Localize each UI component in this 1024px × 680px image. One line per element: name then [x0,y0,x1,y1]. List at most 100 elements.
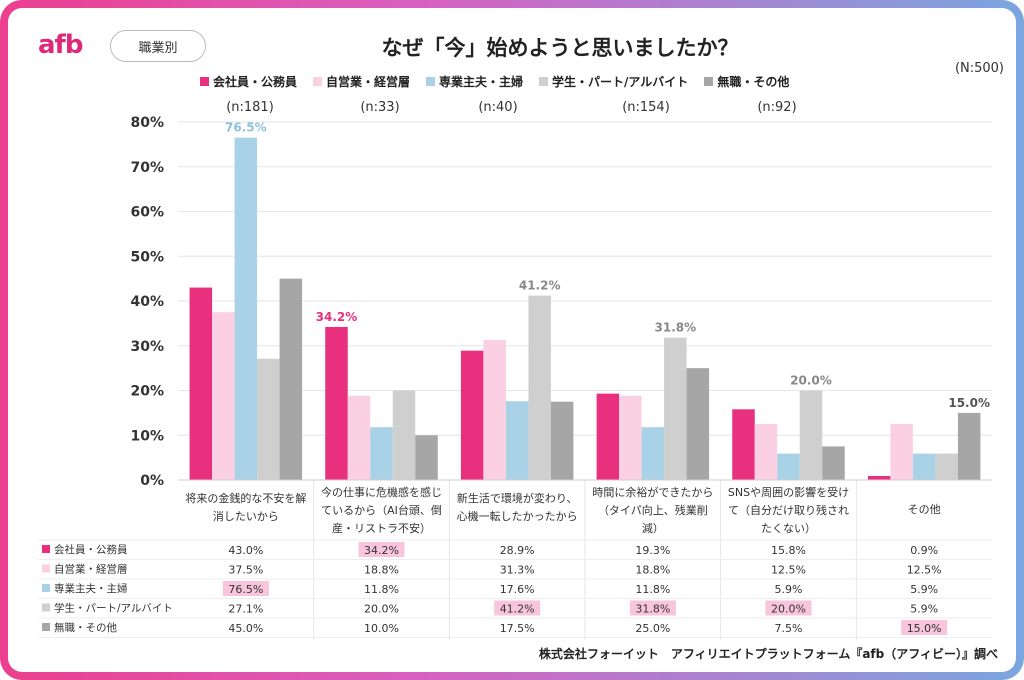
bar [890,424,913,480]
y-tick-label: 10% [130,428,164,444]
table-cell: 45.0% [228,622,263,635]
bar [619,395,642,480]
table-cell: 5.9% [910,583,938,596]
chart-title: なぜ「今」始めようと思いましたか？ [381,36,739,60]
category-tag: 職業別 [110,30,206,62]
table-cell: 5.9% [775,583,803,596]
category-label: 減） [642,521,664,535]
bar [822,446,845,480]
legend-swatch [539,77,549,86]
table-row-label: 無職・その他 [54,621,117,634]
table-cell: 18.8% [364,564,399,577]
category-label: たくない） [761,522,816,535]
category-label: 新生活で環境が変わり、 [457,491,578,505]
table-cell: 31.8% [635,603,670,616]
legend-label: 学生・パート/アルバイト [552,75,689,89]
category-label: 消したいから [213,509,279,523]
table-row-swatch [42,603,50,612]
table-cell-highlight [629,600,676,616]
bar [957,412,981,480]
y-tick-label: 40% [130,294,164,310]
category-label: SNSや周囲の影響を受け [728,485,849,499]
y-tick-label: 60% [130,205,164,221]
bar [483,339,506,480]
legend-swatch [426,77,436,86]
bar [279,278,303,480]
bar [935,453,958,480]
afb-logo: afb [38,30,83,60]
total-sample-size: (N:500) [954,61,1004,76]
table-cell-highlight [765,600,812,616]
sample-size-label: (n:154) [622,100,670,115]
bar [212,312,235,480]
y-tick-label: 80% [130,115,164,131]
table-cell: 17.5% [500,622,535,635]
table-row-label: 会社員・公務員 [54,543,128,556]
sample-size-label: (n:92) [757,100,797,115]
bar [754,424,778,480]
table-cell: 37.5% [228,564,263,577]
bar [415,435,438,480]
legend-label: 無職・その他 [717,75,790,89]
table-cell: 7.5% [775,622,803,635]
legend-item: 無職・その他 [704,73,789,90]
bar [347,395,371,480]
table-cell: 27.1% [228,603,263,616]
source-note: 株式会社フォーイット アフィリエイトプラットフォーム『afb（アフィビー）』調べ [538,647,998,661]
bar [732,409,755,480]
chart-legend: 会社員・公務員 自営業・経営層 専業主夫・主婦 学生・パート/アルバイト 無職・… [200,73,789,90]
table-cell: 12.5% [907,564,942,577]
table-cell-highlight [358,542,405,557]
bar [460,350,484,480]
table-cell: 12.5% [771,564,806,577]
y-tick-label: 30% [130,339,164,355]
legend-item: 会社員・公務員 [200,73,297,90]
data-label: 15.0% [948,396,990,410]
data-label: 31.8% [655,321,697,335]
table-cell: 19.3% [635,544,670,557]
table-cell: 15.8% [771,544,806,557]
category-label: 今の仕事に危機感を感じ [321,485,442,499]
table-row-swatch [42,623,50,631]
table-cell: 11.8% [635,583,670,596]
category-label: 心機一転したかったから [457,509,578,523]
legend-swatch [313,77,323,86]
table-cell: 20.0% [364,603,399,616]
category-label: 時間に余裕ができたから [592,485,713,499]
bar [867,475,891,480]
bar [392,390,416,480]
table-cell: 17.6% [500,583,535,596]
table-row-label: 専業主夫・主婦 [54,582,128,595]
legend-label: 自営業・経営層 [326,75,411,89]
table-cell: 20.0% [771,603,806,616]
table-cell: 43.0% [228,544,263,557]
data-label: 34.2% [316,310,358,324]
category-label: 将来の金銭的な不安を解 [185,491,306,505]
y-tick-label: 20% [130,384,164,400]
y-tick-label: 0% [140,473,164,489]
y-tick-label: 50% [130,249,164,265]
bar [325,326,348,480]
legend-label: 会社員・公務員 [213,75,298,89]
table-row-label: 学生・パート/アルバイト [54,602,173,615]
table-cell-highlight [901,620,948,635]
bar [912,453,936,480]
bar [777,453,800,480]
table-row-label: 自営業・経営層 [54,563,128,576]
legend-item: 学生・パート/アルバイト [539,73,688,90]
legend-label: 専業主夫・主婦 [439,75,524,89]
table-cell: 15.0% [907,622,942,635]
data-label: 41.2% [519,279,561,293]
legend-item: 自営業・経営層 [313,73,410,90]
table-cell: 31.3% [500,564,535,577]
table-cell: 18.8% [635,564,670,577]
table-cell: 41.2% [500,603,535,616]
category-label: （タイパ向上、残業削 [598,503,708,517]
table-cell-highlight [222,581,269,596]
bar [234,137,258,480]
category-label: その他 [908,503,941,516]
table-cell: 34.2% [364,544,399,557]
table-cell: 10.0% [364,622,399,635]
